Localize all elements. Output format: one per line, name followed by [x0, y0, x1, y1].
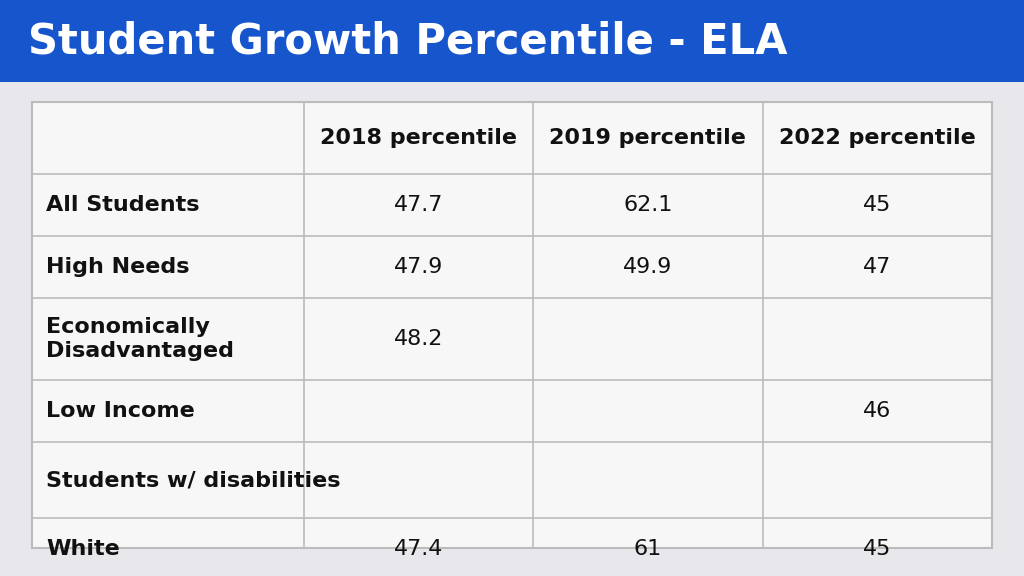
Text: Students w/ disabilities: Students w/ disabilities	[46, 470, 341, 490]
Text: High Needs: High Needs	[46, 257, 189, 277]
Text: Low Income: Low Income	[46, 401, 195, 421]
Bar	[32, 102, 992, 548]
Text: 45: 45	[863, 539, 892, 559]
Text: 47.9: 47.9	[393, 257, 443, 277]
Text: 45: 45	[863, 195, 892, 215]
Text: All Students: All Students	[46, 195, 200, 215]
Text: 61: 61	[634, 539, 662, 559]
Text: Student Growth Percentile - ELA: Student Growth Percentile - ELA	[28, 20, 787, 62]
Text: 46: 46	[863, 401, 892, 421]
Text: 48.2: 48.2	[393, 329, 443, 349]
Text: 47.4: 47.4	[393, 539, 443, 559]
Text: 47: 47	[863, 257, 892, 277]
Text: 2019 percentile: 2019 percentile	[550, 128, 746, 148]
Text: 49.9: 49.9	[624, 257, 673, 277]
Text: Economically
Disadvantaged: Economically Disadvantaged	[46, 317, 234, 361]
Text: 62.1: 62.1	[624, 195, 673, 215]
Text: White: White	[46, 539, 120, 559]
Bar	[0, 0, 1024, 82]
Text: 47.7: 47.7	[393, 195, 443, 215]
Text: 2018 percentile: 2018 percentile	[319, 128, 517, 148]
Text: 2022 percentile: 2022 percentile	[779, 128, 976, 148]
